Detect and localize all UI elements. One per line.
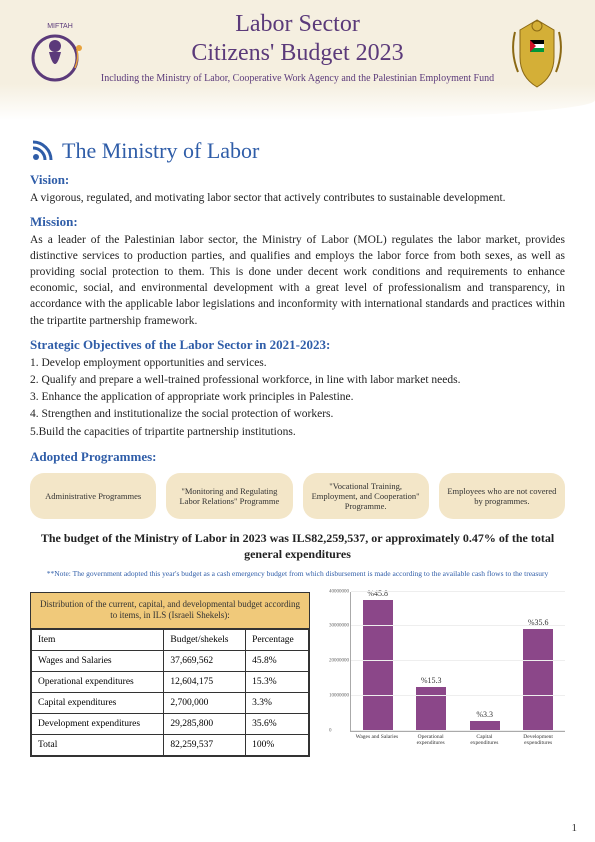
budget-table: Item Budget/shekels Percentage Wages and… xyxy=(31,629,309,756)
chart-plot-area: %45.8%15.3%3.3%35.6 01000000020000000300… xyxy=(350,592,565,732)
programme-pill: "Vocational Training, Employment, and Co… xyxy=(303,473,429,520)
table-row: Operational expenditures 12,604,175 15.3… xyxy=(32,672,309,693)
objectives-label: Strategic Objectives of the Labor Sector… xyxy=(30,337,565,353)
table-header: Percentage xyxy=(246,630,309,651)
chart-bar xyxy=(363,600,393,731)
table-header: Item xyxy=(32,630,164,651)
chart-bar-label: %15.3 xyxy=(421,676,442,685)
chart-x-label: Wages and Salaries xyxy=(355,734,398,752)
table-header: Budget/shekels xyxy=(164,630,246,651)
vision-text: A vigorous, regulated, and motivating la… xyxy=(30,190,565,206)
objective-item: 1. Develop employment opportunities and … xyxy=(30,355,565,372)
programme-pill: "Monitoring and Regulating Labor Relatio… xyxy=(166,473,292,520)
programme-pill: Administrative Programmes xyxy=(30,473,156,520)
chart-bar xyxy=(523,629,553,731)
budget-statement: The budget of the Ministry of Labor in 2… xyxy=(30,531,565,562)
table-row: Capital expenditures 2,700,000 3.3% xyxy=(32,693,309,714)
mission-label: Mission: xyxy=(30,214,565,230)
chart-x-label: Development expenditures xyxy=(517,734,560,752)
objective-item: 5.Build the capacities of tripartite par… xyxy=(30,424,565,441)
header-subtitle: Including the Ministry of Labor, Coopera… xyxy=(100,72,495,85)
vision-label: Vision: xyxy=(30,172,565,188)
objectives-list: 1. Develop employment opportunities and … xyxy=(30,355,565,441)
table-row: Development expenditures 29,285,800 35.6… xyxy=(32,714,309,735)
chart-x-label: Capital expenditures xyxy=(463,734,506,752)
svg-text:MIFTAH: MIFTAH xyxy=(47,23,73,30)
page-number: 1 xyxy=(572,822,578,834)
objective-item: 3. Enhance the application of appropriat… xyxy=(30,389,565,406)
main-title-line2: Citizens' Budget 2023 xyxy=(100,39,495,68)
main-title-line1: Labor Sector xyxy=(100,10,495,39)
ministry-title: The Ministry of Labor xyxy=(62,138,259,164)
budget-note: **Note: The government adopted this year… xyxy=(30,569,565,578)
programmes-row: Administrative Programmes "Monitoring an… xyxy=(30,473,565,520)
programme-pill: Employees who are not covered by program… xyxy=(439,473,565,520)
objective-item: 4. Strengthen and institutionalize the s… xyxy=(30,406,565,423)
chart-x-label: Operational expenditures xyxy=(409,734,452,752)
table-header-row: Item Budget/shekels Percentage xyxy=(32,630,309,651)
ministry-section-header: The Ministry of Labor xyxy=(30,138,565,164)
programmes-label: Adopted Programmes: xyxy=(30,449,565,465)
header-band: MIFTAH Labor Sector Citizens' Budget 202… xyxy=(0,0,595,120)
table-row: Total 82,259,537 100% xyxy=(32,735,309,756)
chart-x-labels: Wages and Salaries Operational expenditur… xyxy=(350,734,565,752)
palestine-emblem xyxy=(500,12,575,97)
chart-bar-label: %3.3 xyxy=(476,710,493,719)
bottom-row: Distribution of the current, capital, an… xyxy=(30,592,565,757)
content-area: The Ministry of Labor Vision: A vigorous… xyxy=(0,120,595,757)
objective-item: 2. Qualify and prepare a well-trained pr… xyxy=(30,372,565,389)
budget-table-wrap: Distribution of the current, capital, an… xyxy=(30,592,310,757)
section-icon xyxy=(30,139,54,163)
mission-text: As a leader of the Palestinian labor sec… xyxy=(30,232,565,329)
table-caption: Distribution of the current, capital, an… xyxy=(31,593,309,629)
budget-bar-chart: %45.8%15.3%3.3%35.6 01000000020000000300… xyxy=(330,592,565,752)
miftah-logo: MIFTAH xyxy=(25,18,95,88)
table-row: Wages and Salaries 37,669,562 45.8% xyxy=(32,651,309,672)
